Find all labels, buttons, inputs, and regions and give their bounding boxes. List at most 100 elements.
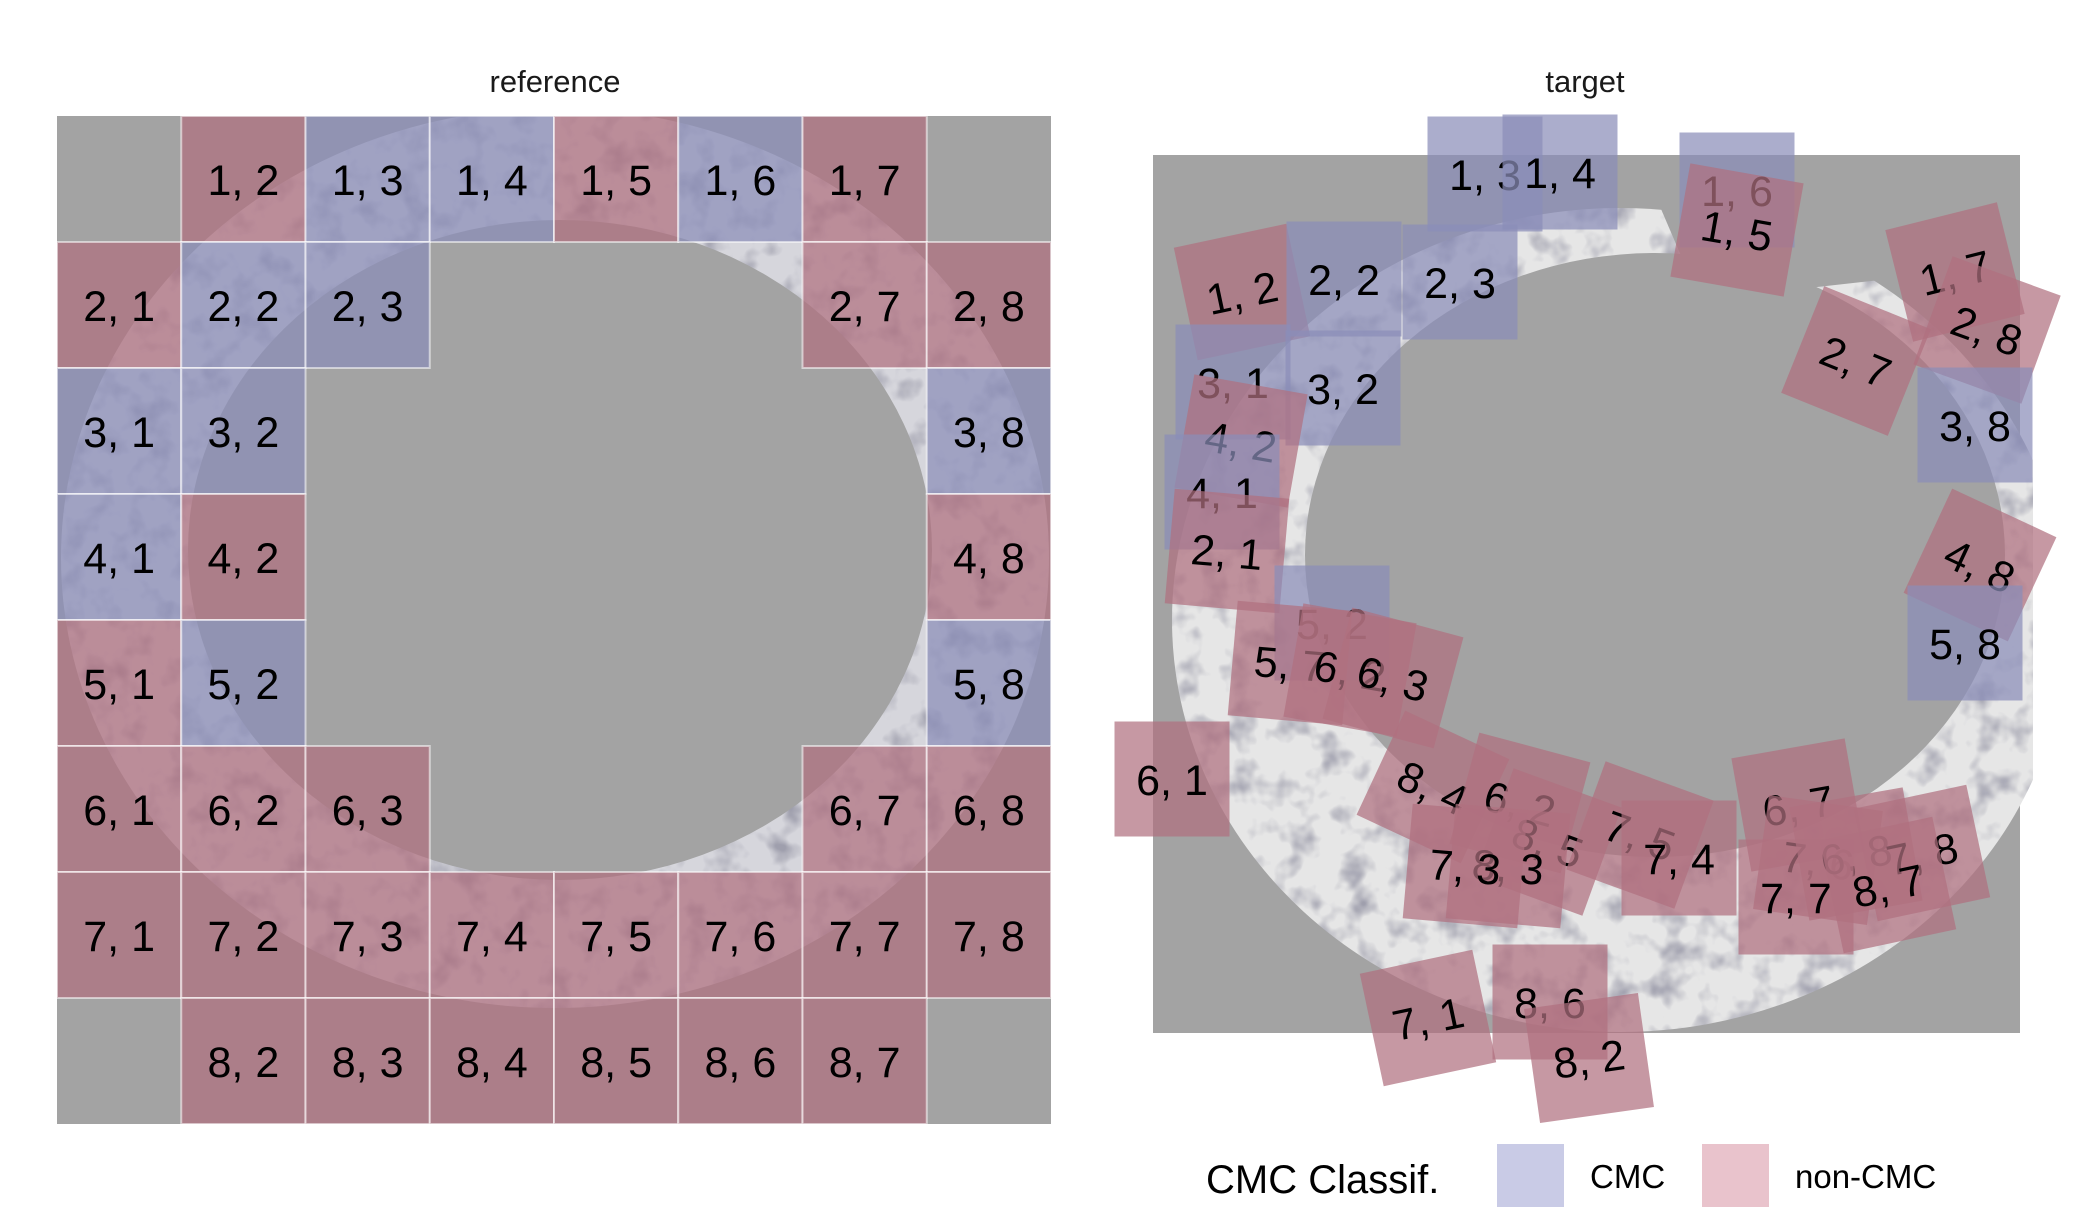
target-cell-label: 7, 7 [1760,875,1832,923]
target-cell-2-1: 2, 1 [1164,488,1290,614]
reference-cell-label: 2, 2 [208,283,280,331]
target-cell-box [1114,721,1230,837]
reference-title: reference [490,64,621,99]
target-cell-7-4: 7, 4 [1621,800,1737,916]
reference-cell-7-6: 7, 6 [677,871,804,999]
reference-cell-label: 8, 5 [580,1039,652,1087]
reference-cell-box [553,997,680,1125]
target-cell-label: 5, 8 [1929,621,2001,669]
reference-cell-box [925,619,1052,747]
target-cell-6-1: 6, 1 [1114,721,1230,837]
target-cell-box [1402,224,1518,340]
reference-cell-label: 1, 2 [208,157,280,205]
reference-cell-box [677,115,804,243]
target-cell-box [1781,286,1931,436]
reference-cell-box [180,997,307,1125]
reference-cell-2-7: 2, 7 [801,241,928,369]
target-cell-label: 6, 1 [1136,757,1208,805]
reference-cell-box [56,367,183,495]
reference-cell-box [56,241,183,369]
reference-cell-box [304,871,431,999]
reference-cell-label: 1, 5 [580,157,652,205]
target-cell-label: 3, 2 [1307,366,1379,414]
target-cell-1-4: 1, 4 [1502,114,1618,230]
reference-cell-label: 1, 4 [456,157,528,205]
target-cell-7-3: 7, 3 [1402,803,1528,929]
target-cell-label: 8, 2 [1550,1031,1628,1089]
reference-cell-6-2: 6, 2 [180,745,307,873]
target-cell-box [1402,803,1528,929]
reference-cell-8-5: 8, 5 [553,997,680,1125]
reference-cell-box [56,493,183,621]
target-cell-8-2: 8, 2 [1524,993,1654,1123]
reference-cell-label: 1, 3 [332,157,404,205]
reference-cell-4-1: 4, 1 [56,493,183,621]
reference-cell-box [180,241,307,369]
reference-cell-label: 1, 7 [829,157,901,205]
reference-cell-4-2: 4, 2 [180,493,307,621]
target-cell-box [1621,800,1737,916]
target-cell-2-8: 2, 8 [1913,256,2061,404]
reference-cell-label: 3, 2 [208,409,280,457]
reference-cell-label: 6, 3 [332,787,404,835]
reference-cell-label: 2, 1 [83,283,155,331]
reference-cell-label: 7, 3 [332,913,404,961]
target-cell-1-5: 1, 5 [1670,163,1804,297]
reference-cell-box [180,745,307,873]
reference-cell-2-2: 2, 2 [180,241,307,369]
reference-cell-box [553,115,680,243]
reference-cell-label: 4, 8 [953,535,1025,583]
reference-cell-label: 8, 2 [208,1039,280,1087]
reference-cell-7-2: 7, 2 [180,871,307,999]
target-cell-3-2: 3, 2 [1285,330,1401,446]
reference-cell-label: 2, 8 [953,283,1025,331]
reference-cell-3-8: 3, 8 [925,367,1052,495]
target-cell-label: 1, 4 [1524,150,1596,198]
reference-cell-box [801,997,928,1125]
reference-cell-2-8: 2, 8 [925,241,1052,369]
reference-cell-label: 7, 5 [580,913,652,961]
reference-cell-label: 6, 1 [83,787,155,835]
reference-cell-box [801,115,928,243]
target-cell-2-3: 2, 3 [1402,224,1518,340]
reference-cell-2-3: 2, 3 [304,241,431,369]
reference-cell-box [304,115,431,243]
target-cell-label: 2, 2 [1308,257,1380,305]
reference-cell-5-8: 5, 8 [925,619,1052,747]
reference-cell-6-3: 6, 3 [304,745,431,873]
reference-cell-1-4: 1, 4 [428,115,555,243]
reference-cell-2-1: 2, 1 [56,241,183,369]
reference-cell-box [428,997,555,1125]
reference-cell-box [304,745,431,873]
reference-cell-label: 7, 6 [705,913,777,961]
reference-cell-8-2: 8, 2 [180,997,307,1125]
reference-cell-8-7: 8, 7 [801,997,928,1125]
reference-cell-label: 3, 8 [953,409,1025,457]
reference-cell-box [304,241,431,369]
target-panel: target 1, 31, 41, 61, 51, 22, 22, 31, 72… [1114,64,2061,1123]
target-cell-3-8: 3, 8 [1917,367,2033,483]
reference-cell-label: 4, 2 [208,535,280,583]
target-cell-box [1819,816,1957,954]
target-cell-6-3: 6, 3 [1322,607,1464,749]
legend-title: CMC Classif. [1206,1158,1439,1202]
reference-cell-box [180,367,307,495]
reference-cell-8-4: 8, 4 [428,997,555,1125]
target-cell-box [1502,114,1618,230]
target-cell-5-8: 5, 8 [1907,585,2023,701]
reference-cell-label: 6, 7 [829,787,901,835]
reference-cell-box [428,115,555,243]
reference-cell-7-8: 7, 8 [925,871,1052,999]
reference-cell-3-1: 3, 1 [56,367,183,495]
target-cell-grid: 1, 31, 41, 61, 51, 22, 22, 31, 72, 82, 7… [1114,114,2061,1123]
reference-cell-box [925,367,1052,495]
reference-cell-box [428,871,555,999]
reference-cell-1-6: 1, 6 [677,115,804,243]
reference-cell-5-1: 5, 1 [56,619,183,747]
reference-cell-box [925,493,1052,621]
target-cell-box [1285,330,1401,446]
reference-cell-7-4: 7, 4 [428,871,555,999]
target-cell-box [1286,221,1402,337]
target-title: target [1545,64,1625,99]
